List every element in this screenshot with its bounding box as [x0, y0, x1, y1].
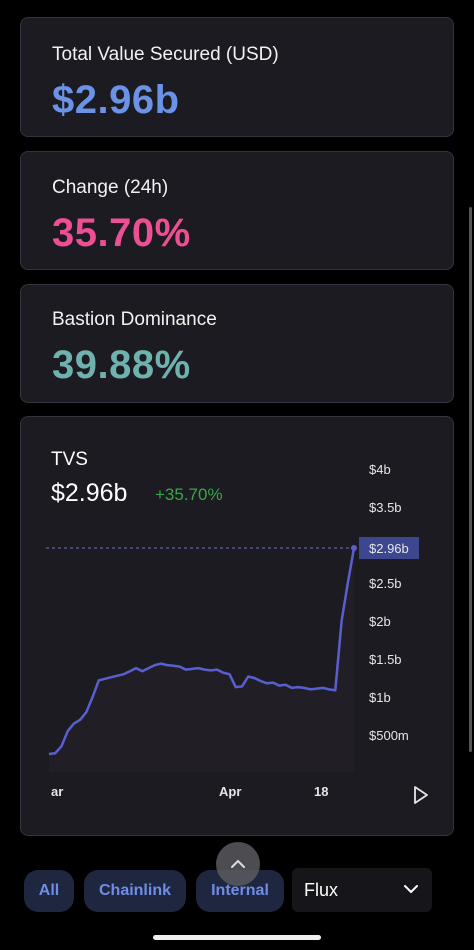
chevron-up-icon: [231, 859, 245, 868]
current-value-marker: [359, 537, 419, 560]
tvs-area-fill: [49, 548, 354, 772]
chart-title: TVS: [51, 449, 88, 470]
y-tick-label: $3.5b: [369, 500, 402, 515]
filter-chip-internal[interactable]: Internal: [196, 870, 284, 912]
filter-chip-all[interactable]: All: [24, 870, 74, 912]
y-tick-label: $1.5b: [369, 652, 402, 667]
y-tick-label: $1b: [369, 690, 391, 705]
card-value: $2.96b: [52, 78, 180, 122]
card-value: 35.70%: [52, 211, 191, 255]
total-value-secured-card: Total Value Secured (USD) $2.96b: [20, 17, 454, 137]
scrollbar[interactable]: [469, 207, 472, 752]
scroll-to-top-button[interactable]: [216, 842, 260, 886]
card-value: 39.88%: [52, 343, 191, 387]
x-tick-label: 18: [314, 784, 328, 799]
select-value: Flux: [304, 879, 339, 900]
y-tick-label: $4b: [369, 462, 391, 477]
x-tick-label: Apr: [219, 784, 241, 799]
home-indicator: [153, 935, 321, 940]
tvs-chart-card: TVS $2.96b +35.70% $4b $3.5b $2.96b $2.5b $2…: [20, 416, 454, 836]
card-label: Total Value Secured (USD): [52, 44, 279, 65]
card-label: Bastion Dominance: [52, 309, 217, 330]
y-tick-label: $500m: [369, 728, 409, 743]
filter-bar: All Chainlink Internal Flux: [0, 866, 474, 916]
change-24h-card: Change (24h) 35.70%: [20, 151, 454, 270]
y-tick-label: $2.5b: [369, 576, 402, 591]
current-point: [351, 545, 357, 552]
tvs-area-chart[interactable]: $4b $3.5b $2.96b $2.5b $2b $1.5b $1b $500m ar Apr…: [21, 417, 455, 837]
filter-chip-chainlink[interactable]: Chainlink: [84, 870, 186, 912]
current-value-label: $2.96b: [369, 541, 409, 556]
play-icon[interactable]: [414, 786, 428, 804]
chevron-down-icon: [404, 885, 418, 894]
x-tick-label: ar: [51, 784, 63, 799]
tvs-series-line: [48, 547, 356, 756]
chart-current-value: $2.96b: [51, 479, 128, 507]
network-select[interactable]: Flux: [292, 868, 432, 912]
bastion-dominance-card: Bastion Dominance 39.88%: [20, 284, 454, 403]
y-tick-label: $2b: [369, 614, 391, 629]
card-label: Change (24h): [52, 177, 169, 198]
chart-change: +35.70%: [155, 485, 223, 504]
